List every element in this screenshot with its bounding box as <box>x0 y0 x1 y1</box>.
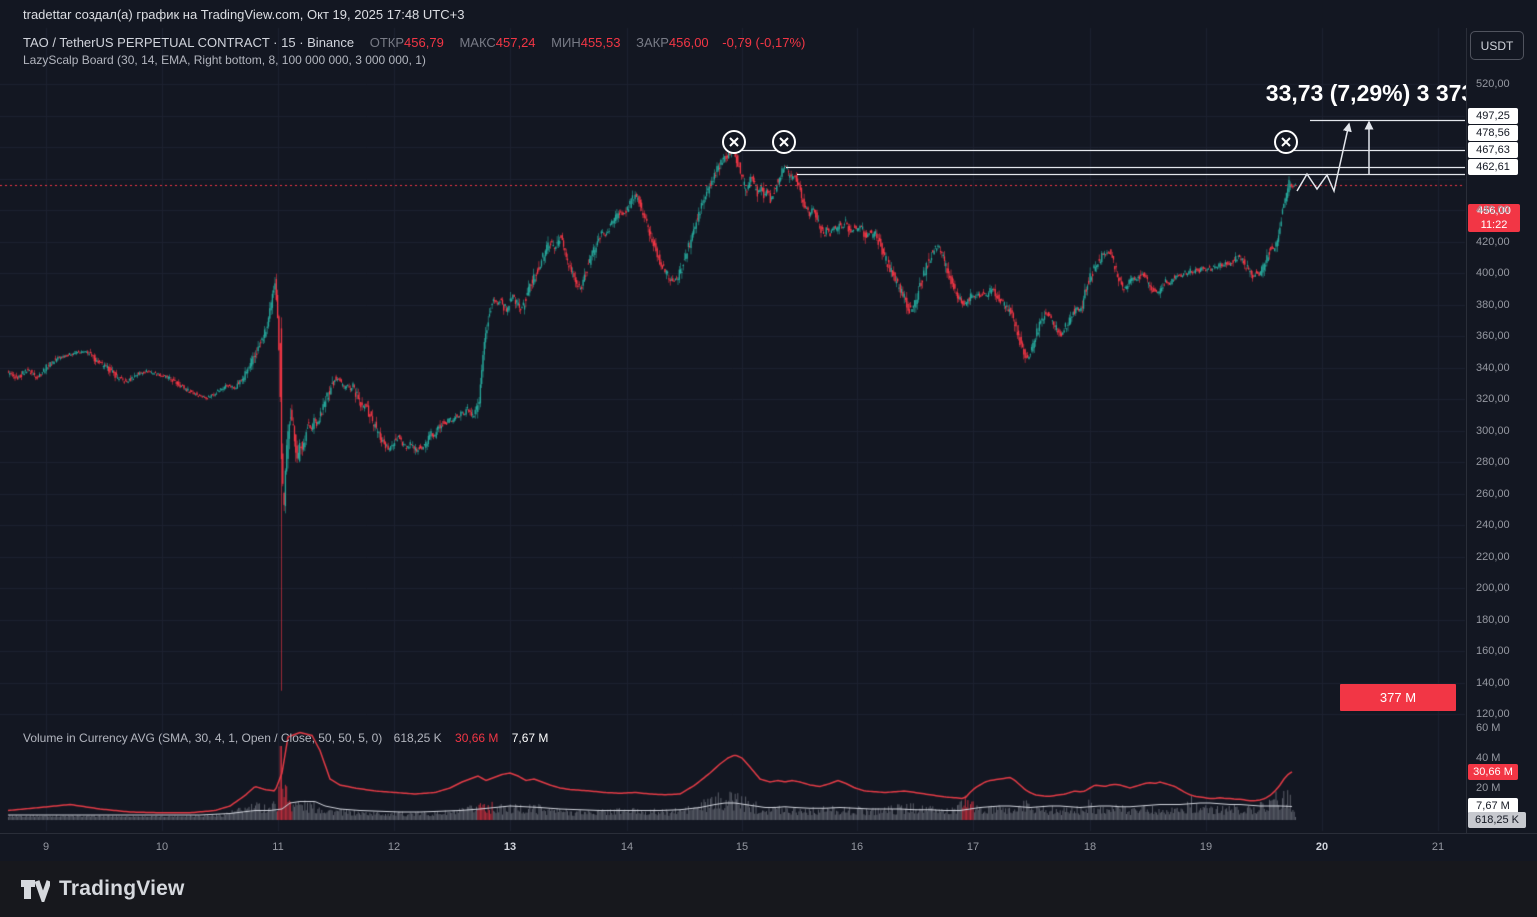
symbol-legend[interactable]: TAO / TetherUS PERPETUAL CONTRACT · 15 ·… <box>23 35 805 50</box>
time-label-15: 15 <box>735 841 749 853</box>
price-label-220,00: 220,00 <box>1476 551 1510 563</box>
time-label-11: 11 <box>272 841 284 853</box>
price-label-340,00: 340,00 <box>1476 362 1510 374</box>
price-label-260,00: 260,00 <box>1476 488 1510 500</box>
target-price-badge-497,25: 497,25 <box>1468 108 1518 124</box>
time-axis[interactable]: 9 10 11 12 13 14 15 16 17 18 19 20 21 <box>0 833 1537 862</box>
time-label-17: 17 <box>966 841 980 853</box>
price-label-240,00: 240,00 <box>1476 519 1510 531</box>
current-price-countdown: 11:22 <box>1480 219 1508 231</box>
volume-badge-red: 30,66 M <box>1468 764 1518 780</box>
currency-toggle-button[interactable]: USDT <box>1470 31 1524 60</box>
close-value: 456,00 <box>668 35 709 50</box>
price-label-120,00: 120,00 <box>1476 708 1510 720</box>
time-label-14: 14 <box>620 841 634 853</box>
price-label-360,00: 360,00 <box>1476 330 1510 342</box>
volume-label-20M: 20 M <box>1476 782 1501 794</box>
time-label-19: 19 <box>1199 841 1213 853</box>
symbol-title[interactable]: TAO / TetherUS PERPETUAL CONTRACT · 15 ·… <box>23 35 355 50</box>
price-label-420,00: 420,00 <box>1476 236 1510 248</box>
close-label: ЗАКР <box>636 35 669 50</box>
high-label: МАКС <box>459 35 496 50</box>
price-label-320,00: 320,00 <box>1476 393 1510 405</box>
volume-total-value: 618,25 K <box>393 731 442 745</box>
open-label: ОТКР <box>369 35 405 50</box>
low-value: 455,53 <box>580 35 621 50</box>
volume-legend-title[interactable]: Volume in Currency AVG (SMA, 30, 4, 1, O… <box>23 731 383 745</box>
volume-badge-gray: 618,25 K <box>1468 812 1526 828</box>
time-label-12: 12 <box>387 841 401 853</box>
target-price-badge-462,61: 462,61 <box>1468 159 1518 175</box>
target-price-badge-478,56: 478,56 <box>1468 125 1518 141</box>
change-value: -0,79 (-0,17%) <box>722 35 806 50</box>
tradingview-logo-icon <box>21 880 50 902</box>
time-label-10: 10 <box>155 841 169 853</box>
volume-badge-white: 7,67 M <box>1468 798 1518 814</box>
lazyscalp-volume-badge: 377 M <box>1340 684 1456 711</box>
target-price-badge-467,63: 467,63 <box>1468 142 1518 158</box>
volume-label-40M: 40 M <box>1476 752 1501 764</box>
volume-white-ma-value: 7,67 M <box>511 731 549 745</box>
close-marker-3-x-icon <box>1281 137 1291 147</box>
current-price-value: 456,00 <box>1477 205 1511 217</box>
time-label-18: 18 <box>1083 841 1097 853</box>
high-value: 457,24 <box>495 35 536 50</box>
drawing-stats-label[interactable]: 33,73 (7,29%) 3 373 <box>1265 80 1475 106</box>
price-label-400,00: 400,00 <box>1476 267 1510 279</box>
price-label-180,00: 180,00 <box>1476 614 1510 626</box>
tradingview-logo[interactable]: TradingView <box>20 876 185 902</box>
creator-line: tradettar создал(а) график на TradingVie… <box>23 7 465 22</box>
price-axis[interactable]: 456,00 11:22 520,00 440,00 420,00 400,00 380… <box>1466 28 1537 861</box>
price-label-440,00: 440,00 <box>1476 204 1510 216</box>
time-label-16: 16 <box>850 841 864 853</box>
time-label-20: 20 <box>1315 841 1329 853</box>
tradingview-logo-text: TradingView <box>59 877 185 900</box>
low-label: МИН <box>551 35 581 50</box>
price-label-200,00: 200,00 <box>1476 582 1510 594</box>
price-label-160,00: 160,00 <box>1476 645 1510 657</box>
trend-zigzag-arrow[interactable] <box>1296 122 1352 194</box>
current-price-badge: 456,00 11:22 <box>1468 204 1520 232</box>
footer-bar: TradingView <box>0 861 1537 917</box>
lazyscalp-legend[interactable]: LazyScalp Board (30, 14, EMA, Right bott… <box>23 53 426 67</box>
close-marker-2-x-icon <box>779 137 789 147</box>
volume-legend[interactable]: Volume in Currency AVG (SMA, 30, 4, 1, O… <box>23 731 548 745</box>
price-label-280,00: 280,00 <box>1476 456 1510 468</box>
volume-red-ma-value: 30,66 M <box>455 731 499 745</box>
open-value: 456,79 <box>404 35 444 50</box>
price-label-380,00: 380,00 <box>1476 299 1510 311</box>
price-label-140,00: 140,00 <box>1476 677 1510 689</box>
volume-label-60M: 60 M <box>1476 722 1501 734</box>
price-label-300,00: 300,00 <box>1476 425 1510 437</box>
time-label-9: 9 <box>42 841 50 853</box>
time-label-13: 13 <box>503 841 517 853</box>
time-label-21: 21 <box>1431 841 1445 853</box>
price-label-520,00: 520,00 <box>1476 78 1510 90</box>
close-marker-1-x-icon <box>729 137 739 147</box>
